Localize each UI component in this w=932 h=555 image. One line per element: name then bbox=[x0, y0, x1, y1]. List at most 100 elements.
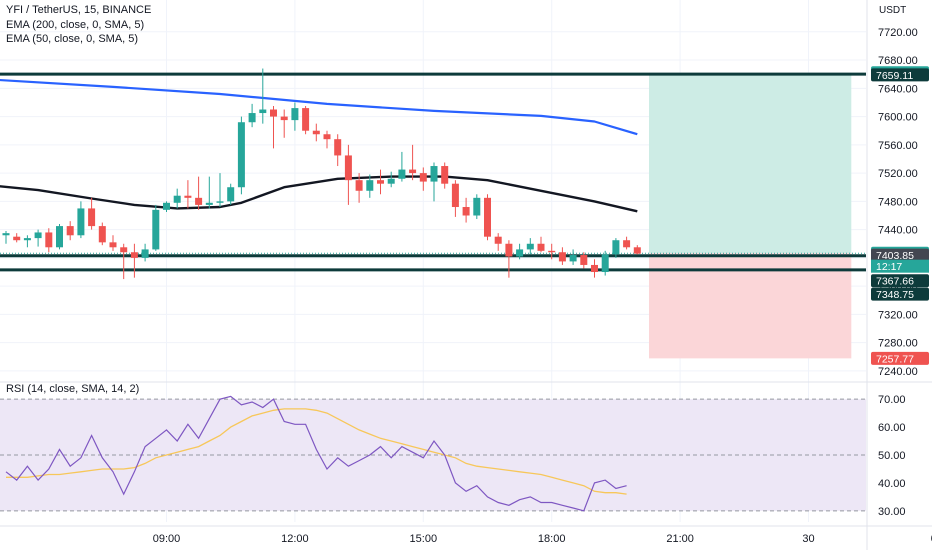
candle-body bbox=[248, 113, 256, 123]
candle-body bbox=[323, 134, 331, 140]
rsi-pane bbox=[0, 395, 866, 512]
currency-label: USDT bbox=[879, 5, 907, 16]
candle-body bbox=[205, 202, 213, 205]
price-tag-label: 7659.11 bbox=[876, 70, 913, 82]
candle-body bbox=[355, 180, 363, 191]
candle-body bbox=[548, 250, 556, 253]
time-tick-label: 30 bbox=[802, 533, 814, 545]
candle-body bbox=[280, 116, 288, 121]
candle-body bbox=[441, 166, 449, 184]
candle-body bbox=[109, 242, 117, 248]
candle-body bbox=[623, 240, 631, 248]
time-tick-label: 21:00 bbox=[666, 533, 694, 545]
rsi-line bbox=[5, 395, 627, 512]
price-tag bbox=[871, 68, 929, 82]
candle-body bbox=[141, 249, 149, 258]
candle-body bbox=[270, 109, 277, 117]
candle-body bbox=[23, 238, 31, 241]
candle-body bbox=[537, 243, 545, 251]
candle-body bbox=[66, 226, 74, 236]
rsi-legend[interactable]: RSI (14, close, SMA, 14, 2) bbox=[6, 383, 140, 395]
ema50-legend[interactable]: EMA (50, close, 0, SMA, 5) bbox=[6, 33, 139, 45]
candle-body bbox=[451, 183, 459, 208]
candle-body bbox=[516, 249, 524, 257]
candle-body bbox=[2, 233, 10, 236]
position-areas bbox=[649, 72, 852, 359]
candle-body bbox=[558, 252, 566, 262]
candle-body bbox=[184, 195, 192, 198]
candle-body bbox=[88, 208, 96, 227]
candle-body bbox=[259, 109, 267, 114]
candle-body bbox=[526, 243, 534, 250]
candle-body bbox=[216, 201, 224, 203]
candles bbox=[2, 68, 641, 280]
candle-body bbox=[633, 247, 641, 254]
rsi-tick-label: 50.00 bbox=[878, 450, 906, 462]
time-tick-label: 12:00 bbox=[281, 533, 309, 545]
rsi-tick-label: 40.00 bbox=[878, 478, 906, 490]
rsi-ma-line bbox=[6, 408, 627, 495]
ema200-legend[interactable]: EMA (200, close, 0, SMA, 5) bbox=[6, 19, 145, 31]
candle-body bbox=[612, 240, 620, 255]
candle-body bbox=[409, 169, 417, 174]
price-tick-label: 7440.00 bbox=[878, 225, 918, 237]
candle-body bbox=[56, 226, 63, 248]
price-tag bbox=[871, 351, 929, 365]
candle-body bbox=[387, 178, 395, 184]
price-tag-label: 7367.66 bbox=[876, 276, 914, 288]
target-zone bbox=[649, 72, 852, 254]
countdown-tag bbox=[871, 259, 929, 273]
candle-body bbox=[334, 139, 342, 156]
price-axis: 7720.00 7680.00 7640.00 7600.00 7560.00 7520.… bbox=[871, 27, 929, 518]
price-tick-label: 7280.00 bbox=[878, 338, 918, 350]
price-tick-label: 7640.00 bbox=[878, 83, 918, 95]
price-tick-label: 7240.00 bbox=[878, 366, 918, 378]
price-tag bbox=[871, 274, 929, 288]
time-tick-label: 18:00 bbox=[538, 533, 566, 545]
candle-body bbox=[77, 208, 85, 236]
price-tag-label: 7257.77 bbox=[876, 353, 914, 365]
candle-body bbox=[173, 195, 181, 203]
candle-body bbox=[419, 173, 427, 182]
ema50-line bbox=[0, 175, 638, 213]
countdown-label: 12:17 bbox=[876, 261, 902, 273]
candle-body bbox=[505, 243, 513, 257]
price-tag bbox=[871, 287, 929, 301]
price-tag-label: 7348.75 bbox=[876, 289, 914, 301]
candle-body bbox=[152, 209, 160, 250]
price-tick-label: 7600.00 bbox=[878, 112, 918, 124]
symbol-title[interactable]: YFI / TetherUS, 15, BINANCE bbox=[6, 4, 152, 16]
time-axis: 09:00 12:00 15:00 18:00 21:00 30 03 bbox=[153, 533, 932, 545]
candle-body bbox=[120, 247, 128, 253]
price-tick-label: 7320.00 bbox=[878, 309, 918, 321]
candle-body bbox=[591, 264, 598, 273]
candle-body bbox=[580, 255, 588, 265]
candle-body bbox=[366, 180, 374, 191]
candle-body bbox=[494, 236, 502, 244]
candle-body bbox=[163, 202, 170, 210]
candle-body bbox=[484, 197, 491, 237]
candle-body bbox=[430, 166, 438, 182]
candle-body bbox=[462, 207, 470, 216]
price-tick-label: 7520.00 bbox=[878, 168, 918, 180]
candle-body bbox=[291, 108, 299, 121]
price-tick-label: 7560.00 bbox=[878, 140, 918, 152]
rsi-tick-label: 60.00 bbox=[878, 422, 906, 434]
candle-body bbox=[130, 252, 138, 258]
candle-body bbox=[312, 130, 320, 135]
candle-body bbox=[195, 197, 203, 205]
candle-body bbox=[398, 169, 406, 179]
candle-body bbox=[237, 122, 245, 188]
candle-body bbox=[569, 255, 577, 262]
time-tick-label: 09:00 bbox=[153, 533, 181, 545]
time-tick-label: 15:00 bbox=[410, 533, 438, 545]
rsi-tick-label: 30.00 bbox=[878, 506, 906, 518]
price-tick-label: 7720.00 bbox=[878, 27, 918, 39]
price-tick-label: 7680.00 bbox=[878, 55, 918, 67]
candle-body bbox=[377, 180, 384, 184]
candle-body bbox=[227, 187, 235, 202]
price-tick-label: 7480.00 bbox=[878, 196, 918, 208]
price-tag-label: 7403.85 bbox=[876, 250, 914, 262]
price-tag bbox=[871, 248, 929, 262]
